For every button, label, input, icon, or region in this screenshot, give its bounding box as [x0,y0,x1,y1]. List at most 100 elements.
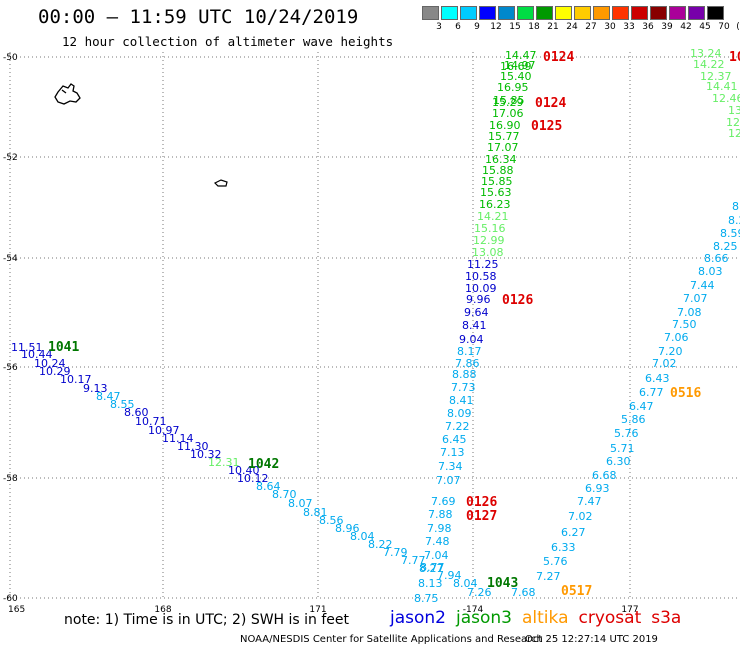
latitude-label: -58 [3,474,18,484]
swh-value: 6.33 [551,541,576,554]
swh-value: 12.99 [473,234,505,247]
swh-value: 12. [726,116,740,129]
swh-value: 7.08 [677,306,702,319]
swh-value: 6.77 [639,386,664,399]
latitude-label: -54 [3,254,18,264]
swh-value: 15.63 [480,186,512,199]
color-swatch [612,6,629,20]
color-scale-label: 33 [623,22,635,32]
swh-value: 8.41 [449,394,474,407]
swh-value: 10.40 [228,464,260,477]
color-scale-label: 45 [699,22,711,32]
footer-timestamp: Oct 25 12:27:14 UTC 2019 [525,634,658,645]
swh-value: 8.07 [288,497,313,510]
swh-value: 8.2 [728,214,740,227]
wave-height-observations: 11.5110.4410.2410.2910.179.138.478.558.6… [11,47,740,605]
color-scale-label: 36 [642,22,654,32]
pass-number-label: 0127 [466,509,497,524]
map-grid [8,52,740,600]
color-scale-label: 30 [604,22,616,32]
swh-value: 8.09 [447,407,472,420]
pass-number-label: 0124 [535,96,566,111]
swh-value: 7.94 [437,569,462,582]
swh-value: 10.24 [34,357,66,370]
swh-value: 7.50 [672,318,697,331]
color-scale-label: 27 [585,22,597,32]
swh-value: 12.46 [712,92,740,105]
pass-number-label: 0125 [531,119,562,134]
color-swatch [650,6,667,20]
pass-number-label: 10 [729,50,740,65]
pass-number-label: 0517 [561,584,592,599]
swh-value: 10.09 [465,282,497,295]
latitude-label: -60 [3,594,18,604]
footer-credit: NOAA/NESDIS Center for Satellite Applica… [240,634,543,645]
latitude-label: -56 [3,363,18,373]
color-swatch [707,6,724,20]
color-swatch [631,6,648,20]
color-scale-label: 18 [528,22,540,32]
color-scale-label: 15 [509,22,521,32]
swh-value: 8.27 [419,562,444,575]
swh-value: 7.07 [436,474,461,487]
swh-value: 10.17 [60,373,92,386]
swh-value: 8.96 [335,522,360,535]
swh-value: 15.88 [482,164,514,177]
swh-value: 8.22 [368,538,393,551]
swh-value: 7.79 [383,546,408,559]
swh-value: 7.02 [652,357,677,370]
color-scale-label: 70 [718,22,730,32]
swh-value: 8.88 [452,368,477,381]
swh-value: 10.32 [190,448,222,461]
swh-value: 8.77 [420,561,445,574]
color-scale-label: (ft) [736,22,740,32]
swh-value: 8.64 [256,480,281,493]
color-swatch [555,6,572,20]
swh-value: 7.06 [664,331,689,344]
swh-value: 11.51 [11,341,43,354]
swh-value: 5.76 [543,555,568,568]
swh-value: 10.58 [465,270,497,283]
swh-value: 7.48 [425,535,450,548]
swh-value: 6.68 [592,469,617,482]
swh-value: 6.45 [442,433,467,446]
swh-value: 8. [732,200,740,213]
pass-number-label: 1043 [487,576,518,591]
swh-value: 8.25 [713,240,738,253]
swh-value: 7.07 [683,292,708,305]
swh-value: 8.66 [704,252,729,265]
swh-value: 17.06 [492,107,524,120]
color-swatch [669,6,686,20]
swh-value: 10.29 [39,365,71,378]
swh-value: 12.37 [700,70,732,83]
swh-value: 16.69 [500,60,532,73]
pass-number-label: 1042 [248,457,279,472]
swh-value: 12. [728,127,740,140]
pass-number-label: 0126 [466,495,497,510]
swh-value: 5.76 [614,427,639,440]
swh-value: 17.07 [487,141,519,154]
swh-value: 8.81 [303,506,328,519]
color-swatch [688,6,705,20]
swh-value: 16.34 [485,153,517,166]
longitude-label: 171 [309,605,326,615]
color-swatch [574,6,591,20]
swh-value: 14.97 [504,59,536,72]
satellite-legend-altika: altika [522,608,569,628]
swh-value: 7.34 [438,460,463,473]
swh-value: 15.85 [481,175,513,188]
swh-value: 10.97 [148,424,180,437]
color-swatch [517,6,534,20]
swh-value: 8.04 [350,530,375,543]
swh-value: 11.25 [467,258,499,271]
swh-value: 7.44 [690,279,715,292]
color-scale-label: 24 [566,22,578,32]
longitude-label: 165 [8,605,25,615]
swh-value: 7.47 [577,495,602,508]
swh-value: 9.64 [464,306,489,319]
swh-value: 15.29 [492,96,524,109]
swh-value: 7.04 [424,549,449,562]
swh-value: 13.2 [728,104,740,117]
swh-value: 8.47 [96,390,121,403]
